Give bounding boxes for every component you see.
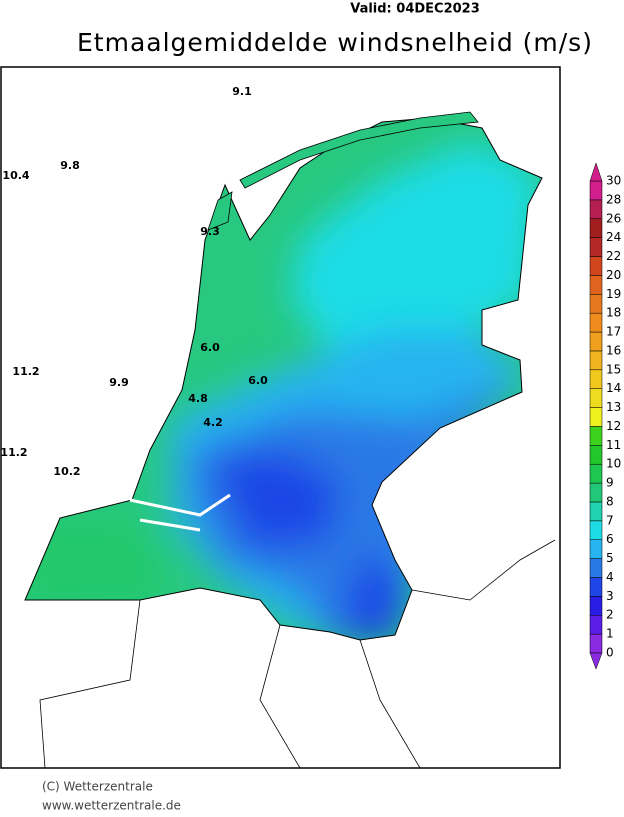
colorbar-label: 6 <box>606 532 614 546</box>
colorbar-label: 26 <box>606 211 621 225</box>
wadden-islands <box>207 111 479 231</box>
station-value: 4.8 <box>188 392 208 405</box>
colorbar-label: 1 <box>606 627 614 641</box>
colorbar-swatch <box>589 445 603 465</box>
colorbar-swatch <box>589 180 603 201</box>
colorbar-label: 16 <box>606 343 621 357</box>
colorbar-label: 20 <box>606 268 621 282</box>
colorbar-label: 0 <box>606 646 614 660</box>
neighbour-borders <box>39 539 556 769</box>
colorbar-swatch <box>589 463 603 484</box>
station-value: 9.1 <box>232 85 252 98</box>
colorbar-swatch <box>589 501 603 522</box>
colorbar-arrow <box>589 162 603 182</box>
colorbar-swatch <box>589 596 603 616</box>
colorbar-label: 28 <box>606 192 621 206</box>
colorbar-label: 24 <box>606 230 621 244</box>
colorbar-swatch <box>589 369 603 389</box>
source-url: www.wetterzentrale.de <box>42 799 181 813</box>
station-value: 9.3 <box>200 225 220 238</box>
colorbar-swatch <box>589 614 603 635</box>
colorbar-label: 10 <box>606 457 621 471</box>
colorbar-swatch <box>589 256 603 276</box>
colorbar-swatch <box>589 237 603 257</box>
colorbar-swatch <box>589 633 603 654</box>
station-value: 9.9 <box>109 376 129 389</box>
colorbar-swatch <box>589 388 603 408</box>
station-value: 10.4 <box>2 169 29 182</box>
colorbar-label: 22 <box>606 249 621 263</box>
colorbar-swatch <box>589 482 603 503</box>
colorbar-arrow <box>589 652 603 670</box>
station-value: 6.0 <box>200 341 220 354</box>
colorbar-label: 15 <box>606 362 621 376</box>
colorbar-label: 19 <box>606 287 621 301</box>
colorbar-swatch <box>589 331 603 352</box>
map-title: Etmaalgemiddelde windsnelheid (m/s) <box>77 28 593 57</box>
colorbar-swatch <box>589 539 603 559</box>
colorbar-label: 8 <box>606 494 614 508</box>
colorbar-label: 14 <box>606 381 621 395</box>
colorbar-label: 3 <box>606 589 614 603</box>
colorbar-swatch <box>589 577 603 597</box>
colorbar-label: 7 <box>606 513 614 527</box>
colorbar-label: 2 <box>606 608 614 622</box>
colorbar-label: 17 <box>606 325 621 339</box>
colorbar-swatch <box>589 312 603 333</box>
colorbar-label: 30 <box>606 174 621 188</box>
colorbar-label: 4 <box>606 570 614 584</box>
colorbar-swatch <box>589 350 603 371</box>
colorbar-label: 5 <box>606 551 614 565</box>
station-value: 6.0 <box>248 374 268 387</box>
colorbar-swatch <box>589 407 603 427</box>
colorbar-swatch <box>589 275 603 295</box>
colorbar-label: 18 <box>606 306 621 320</box>
colorbar-label: 13 <box>606 400 621 414</box>
colorbar-swatch <box>589 218 603 238</box>
colorbar: 0123456789101112131415161718192022242628… <box>589 162 621 670</box>
station-value: 11.2 <box>0 446 27 459</box>
copyright: (C) Wetterzentrale <box>42 780 153 794</box>
colorbar-swatch <box>589 199 603 220</box>
station-value: 11.2 <box>12 365 39 378</box>
station-labels: 9.1 9.8 10.4 9.3 6.0 11.2 9.9 4.8 4.2 6.0 11.2 10.2 <box>0 85 268 478</box>
colorbar-swatch <box>589 558 603 578</box>
colorbar-label: 12 <box>606 419 621 433</box>
colorbar-swatch <box>589 294 603 314</box>
colorbar-swatch <box>589 426 603 446</box>
colorbar-swatch <box>589 520 603 540</box>
colorbar-label: 11 <box>606 438 621 452</box>
valid-date: Valid: 04DEC2023 <box>350 2 480 17</box>
station-value: 4.2 <box>203 416 223 429</box>
station-value: 10.2 <box>53 465 80 478</box>
station-value: 9.8 <box>60 159 80 172</box>
estuary <box>129 493 231 532</box>
colorbar-label: 9 <box>606 476 614 490</box>
